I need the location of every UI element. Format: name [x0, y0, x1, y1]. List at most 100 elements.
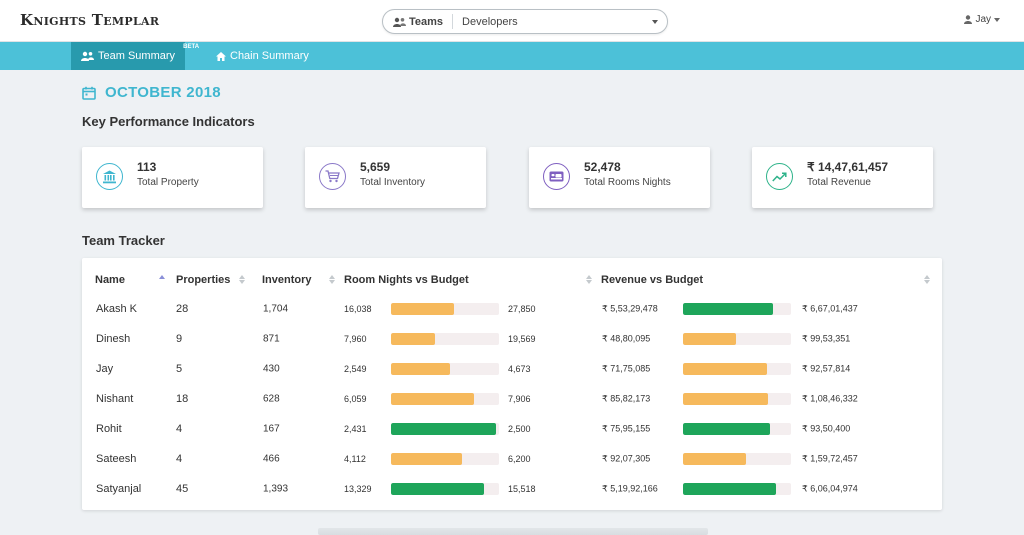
room-nights-actual: 2,431 [344, 424, 367, 434]
revenue-budget: ₹ 6,67,01,437 [802, 303, 858, 314]
member-name: Satyanjal [96, 483, 142, 495]
revenue-budget: ₹ 1,59,72,457 [802, 453, 858, 464]
kpi-card-room-nights: 52,478 Total Rooms Nights [529, 147, 710, 208]
progress-fill [391, 363, 451, 375]
tab-chain-summary-label: Chain Summary [230, 50, 309, 62]
inventory-cell: 167 [263, 423, 280, 435]
progress-fill [683, 483, 776, 495]
room-nights-actual: 16,038 [344, 304, 372, 314]
user-menu[interactable]: Jay [964, 14, 1000, 25]
revenue-progress-bar [683, 483, 791, 495]
table-row[interactable]: Dinesh 9 871 7,960 19,569 ₹ 48,80,095 ₹ 99,53,… [82, 324, 942, 354]
progress-fill [391, 483, 484, 495]
kpi-label: Total Inventory [360, 177, 426, 188]
period-heading: OCTOBER 2018 [82, 84, 221, 101]
revenue-actual: ₹ 5,53,29,478 [602, 303, 658, 314]
bed-icon [543, 163, 570, 190]
table-row[interactable]: Nishant 18 628 6,059 7,906 ₹ 85,82,173 ₹ 1,08,… [82, 384, 942, 414]
member-name: Nishant [96, 393, 134, 405]
column-header-revenue[interactable]: Revenue vs Budget [601, 274, 704, 286]
sort-icon[interactable] [239, 275, 245, 284]
room-nights-budget: 15,518 [508, 484, 536, 494]
kpi-label: Total Rooms Nights [584, 177, 671, 188]
table-row[interactable]: Satyanjal 45 1,393 13,329 15,518 ₹ 5,19,92,16… [82, 474, 942, 504]
chevron-down-icon[interactable] [652, 19, 658, 24]
tab-team-summary[interactable]: Team Summary BETA [71, 42, 199, 70]
nav-bar: Team Summary BETA Chain Summary [0, 42, 1024, 70]
room-nights-actual: 2,549 [344, 364, 367, 374]
kpi-label: Total Revenue [807, 177, 871, 188]
table-row[interactable]: Sateesh 4 466 4,112 6,200 ₹ 92,07,305 ₹ 1,59,7… [82, 444, 942, 474]
beta-badge: BETA [183, 44, 200, 50]
progress-fill [683, 423, 771, 435]
revenue-budget: ₹ 92,57,814 [802, 363, 851, 374]
kpi-value: 113 [137, 160, 157, 174]
revenue-actual: ₹ 48,80,095 [602, 333, 651, 344]
member-name: Akash K [96, 303, 137, 315]
teams-label: Teams [409, 15, 444, 28]
room-nights-budget: 7,906 [508, 394, 531, 404]
team-tracker-table: Name Properties Inventory Room Nights vs… [82, 258, 942, 510]
member-name: Sateesh [96, 453, 137, 465]
team-selector[interactable]: Teams Developers [382, 9, 668, 34]
revenue-progress-bar [683, 423, 791, 435]
properties-cell: 18 [176, 393, 189, 405]
revenue-actual: ₹ 92,07,305 [602, 453, 651, 464]
kpi-value: ₹ 14,47,61,457 [807, 160, 889, 174]
room-nights-budget: 27,850 [508, 304, 536, 314]
room-nights-progress-bar [391, 363, 499, 375]
sort-icon[interactable] [329, 275, 335, 284]
progress-fill [683, 303, 773, 315]
room-nights-budget: 6,200 [508, 454, 531, 464]
revenue-actual: ₹ 85,82,173 [602, 393, 651, 404]
progress-fill [683, 453, 746, 465]
sort-icon[interactable] [586, 275, 592, 284]
sort-icon[interactable] [159, 275, 165, 279]
member-name: Jay [96, 363, 114, 375]
room-nights-budget: 2,500 [508, 424, 531, 434]
member-name: Dinesh [96, 333, 131, 345]
user-caret-icon [994, 17, 1000, 22]
properties-cell: 28 [176, 303, 189, 315]
tab-team-summary-label: Team Summary [98, 50, 176, 62]
progress-fill [391, 393, 475, 405]
footer-shadow [318, 528, 708, 535]
progress-fill [391, 423, 496, 435]
user-name: Jay [975, 14, 991, 25]
room-nights-progress-bar [391, 393, 499, 405]
revenue-actual: ₹ 75,95,155 [602, 423, 651, 434]
room-nights-actual: 7,960 [344, 334, 367, 344]
table-row[interactable]: Rohit 4 167 2,431 2,500 ₹ 75,95,155 ₹ 93,50,40… [82, 414, 942, 444]
properties-cell: 5 [176, 363, 183, 375]
revenue-progress-bar [683, 393, 791, 405]
column-header-inventory[interactable]: Inventory [262, 274, 312, 286]
column-header-name[interactable]: Name [95, 274, 125, 286]
app-logo[interactable]: Knights Templar [20, 11, 160, 29]
users-icon [81, 51, 94, 61]
room-nights-progress-bar [391, 333, 499, 345]
inventory-cell: 1,704 [263, 303, 289, 315]
progress-fill [391, 453, 463, 465]
revenue-actual: ₹ 5,19,92,166 [602, 483, 658, 494]
properties-cell: 4 [176, 423, 183, 435]
tab-chain-summary[interactable]: Chain Summary [206, 42, 319, 70]
sort-icon[interactable] [924, 275, 930, 284]
progress-fill [683, 363, 768, 375]
column-header-properties[interactable]: Properties [176, 274, 231, 286]
room-nights-progress-bar [391, 483, 499, 495]
kpi-card-inventory: 5,659 Total Inventory [305, 147, 486, 208]
trend-up-icon [766, 163, 793, 190]
kpi-card-revenue: ₹ 14,47,61,457 Total Revenue [752, 147, 933, 208]
inventory-cell: 871 [263, 333, 280, 345]
revenue-progress-bar [683, 333, 791, 345]
team-select-value[interactable]: Developers [462, 15, 518, 28]
column-header-room-nights[interactable]: Room Nights vs Budget [344, 274, 469, 286]
properties-cell: 9 [176, 333, 183, 345]
table-row[interactable]: Akash K 28 1,704 16,038 27,850 ₹ 5,53,29,478 ₹… [82, 294, 942, 324]
table-row[interactable]: Jay 5 430 2,549 4,673 ₹ 71,75,085 ₹ 92,57,814 [82, 354, 942, 384]
cart-icon [319, 163, 346, 190]
kpi-label: Total Property [137, 177, 199, 188]
kpi-card-property: 113 Total Property [82, 147, 263, 208]
progress-fill [683, 393, 769, 405]
users-icon [393, 17, 406, 27]
